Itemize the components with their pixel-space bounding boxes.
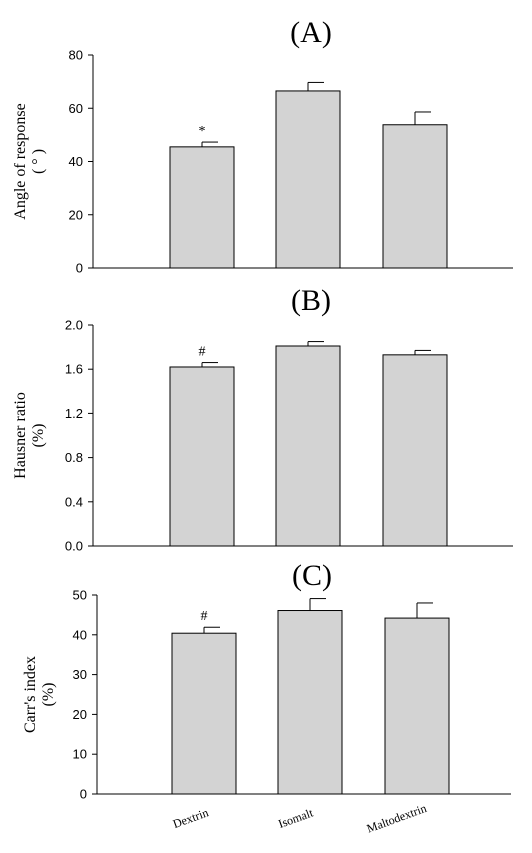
- panel-3-category-label-dextrin: Dextrin: [171, 805, 210, 831]
- panel-2-y-tick-label: 1.2: [65, 406, 83, 421]
- panel-3-y-tick-label: 40: [73, 627, 87, 642]
- panel-3-title: (C): [292, 559, 332, 592]
- panel-1-significance-mark: *: [199, 124, 206, 139]
- panel-3-bar-isomalt: [277, 610, 343, 795]
- panel-2-y-tick-label: 2.0: [65, 318, 83, 333]
- panel-1-y-tick-label: 40: [69, 154, 83, 169]
- panel-2-y-tick-label: 0.8: [65, 450, 83, 465]
- panel-2-bar-dextrin: [169, 366, 235, 547]
- panel-3-y-tick-label: 10: [73, 747, 87, 762]
- panel-3-y-axis-label-line: (%): [40, 683, 57, 707]
- panel-3-y-tick-label: 20: [73, 707, 87, 722]
- panel-1-y-axis-label-line: ( ° ): [30, 149, 47, 174]
- panel-3-y-tick-label: 30: [73, 667, 87, 682]
- panel-3-y-axis-label-line: Carr's index: [22, 656, 39, 733]
- panel-2-bar-maltodextrin: [382, 354, 448, 547]
- panel-2-y-tick-label: 0.0: [65, 539, 83, 554]
- panel-1-y-axis-label-line: Angle of response: [12, 103, 29, 219]
- panel-1-bar-dextrin: [169, 146, 235, 269]
- panel-1-y-axis-label: Angle of response( ° ): [12, 103, 47, 219]
- panel-1-y-tick-label: 60: [69, 101, 83, 116]
- panel-3-category-label-isomalt: Isomalt: [276, 805, 315, 831]
- panel-2-bar-isomalt: [275, 345, 341, 547]
- panel-3-y-tick-label: 50: [73, 588, 87, 603]
- panel-2-y-axis-label: Hausner ratio(%): [12, 392, 47, 479]
- panel-2-y-tick-label: 0.4: [65, 494, 83, 509]
- panel-3-bar-dextrin: [171, 632, 237, 795]
- panel-3-significance-mark: #: [201, 609, 208, 624]
- panel-3-y-axis-label: Carr's index(%): [22, 656, 57, 733]
- panel-1-y-tick-label: 20: [69, 207, 83, 222]
- panel-2-y-axis-label-line: Hausner ratio: [12, 392, 29, 479]
- panel-1-y-tick-label: 0: [76, 261, 83, 276]
- panel-1-bar-isomalt: [275, 90, 341, 269]
- panel-2-title: (B): [291, 284, 331, 317]
- panel-1-title: (A): [290, 16, 332, 49]
- panel-2-y-tick-label: 1.6: [65, 362, 83, 377]
- panel-1-y-tick-label: 80: [69, 48, 83, 63]
- panel-3-y-tick-label: 0: [80, 787, 87, 802]
- panel-1-bar-maltodextrin: [382, 124, 448, 269]
- panel-2-significance-mark: #: [199, 345, 206, 360]
- panel-3-bar-maltodextrin: [384, 617, 450, 795]
- panel-2-y-axis-label-line: (%): [30, 424, 47, 448]
- panel-3-category-label-maltodextrin: Maltodextrin: [365, 801, 429, 836]
